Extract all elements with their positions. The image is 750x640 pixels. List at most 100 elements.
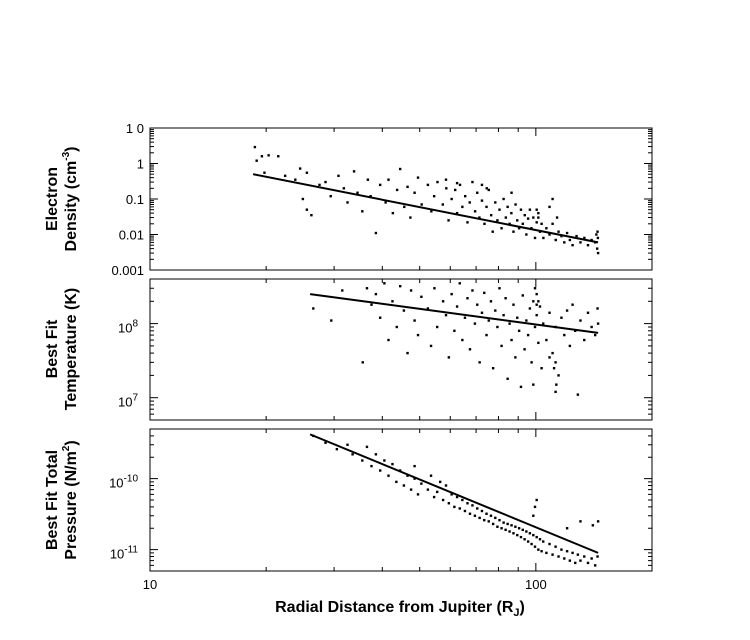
data-point <box>516 219 519 222</box>
data-point <box>517 227 521 230</box>
y-tick-label: 0.1 <box>126 192 144 207</box>
data-point <box>489 300 493 303</box>
data-point <box>537 216 540 219</box>
data-point <box>498 287 501 290</box>
fit-line <box>309 433 599 554</box>
data-point <box>526 217 530 220</box>
data-point <box>590 325 593 329</box>
data-point <box>521 294 524 297</box>
data-point <box>324 180 327 184</box>
data-point <box>398 469 402 472</box>
data-point <box>514 525 517 528</box>
data-point <box>586 311 590 314</box>
data-point <box>545 551 548 555</box>
y-tick-label: 1 0 <box>126 121 144 136</box>
data-point <box>525 530 528 533</box>
data-point <box>391 462 394 466</box>
data-point <box>305 208 309 211</box>
data-point <box>406 185 409 189</box>
data-point <box>444 178 448 181</box>
data-point <box>510 338 513 342</box>
data-point <box>504 528 507 532</box>
data-point <box>548 311 551 314</box>
data-point <box>535 313 538 317</box>
data-point <box>395 480 398 484</box>
data-point <box>533 325 537 329</box>
data-point <box>409 488 413 491</box>
axis-ticks: 1 0 1 0.1 0.01 0.001 <box>111 121 653 278</box>
fit-line-group <box>309 433 599 554</box>
data-point <box>535 535 538 539</box>
data-point <box>480 509 484 513</box>
data-point <box>310 213 313 217</box>
data-point <box>463 316 467 319</box>
y-axis-title: Best Fit Total Pressure (N/m2) <box>44 440 80 559</box>
data-point <box>532 533 535 537</box>
data-point <box>519 385 523 389</box>
data-point <box>361 210 364 213</box>
data-point <box>476 507 479 510</box>
data-point <box>532 300 535 303</box>
data-point <box>521 528 524 532</box>
data-point <box>555 383 558 386</box>
data-point <box>560 316 563 319</box>
data-point <box>516 533 519 537</box>
data-point <box>586 561 590 565</box>
data-point <box>478 361 481 364</box>
data-point <box>575 234 578 238</box>
x-tick-label: 100 <box>525 577 547 592</box>
data-point <box>489 514 493 517</box>
y-tick-label: 1 <box>137 157 144 172</box>
data-point <box>466 502 469 505</box>
data-point <box>514 203 517 206</box>
data-point <box>464 194 467 198</box>
data-point <box>432 194 436 198</box>
data-point <box>346 201 349 204</box>
data-point <box>510 524 513 527</box>
data-point <box>583 236 586 240</box>
data-point <box>545 338 548 342</box>
data-point <box>395 188 399 192</box>
data-point <box>516 316 519 319</box>
y-axis-title: Best Fit Temperature (K) <box>44 288 80 410</box>
data-point <box>591 524 595 527</box>
data-point <box>387 474 390 477</box>
data-point <box>365 445 369 449</box>
data-point <box>579 319 582 322</box>
data-point <box>476 303 479 306</box>
data-point <box>542 540 545 543</box>
data-point <box>498 208 501 211</box>
data-point <box>554 390 557 394</box>
data-point <box>590 557 593 560</box>
data-point <box>416 176 420 179</box>
data-point <box>387 338 390 342</box>
data-point <box>565 550 569 553</box>
data-point <box>540 550 543 553</box>
data-point <box>528 532 532 535</box>
data-point <box>253 145 257 149</box>
data-point <box>530 361 533 364</box>
data-point <box>523 538 526 541</box>
data-point <box>528 208 532 211</box>
data-point <box>461 498 464 502</box>
data-point <box>450 493 453 496</box>
data-point <box>395 325 398 329</box>
data-point <box>579 559 582 562</box>
data-point <box>533 505 537 509</box>
data-point <box>463 509 467 513</box>
data-point <box>429 344 433 348</box>
data-point <box>391 211 395 215</box>
data-point <box>528 307 532 310</box>
data-point <box>540 222 543 226</box>
data-point <box>563 333 566 337</box>
data-point <box>496 219 499 222</box>
data-point <box>491 367 495 370</box>
data-point <box>565 309 569 312</box>
data-point <box>517 527 521 530</box>
data-point <box>542 322 545 325</box>
plot-frame <box>149 278 653 421</box>
scatter-points <box>253 145 600 255</box>
data-point <box>548 542 551 546</box>
data-point <box>487 188 490 192</box>
data-point <box>593 333 597 337</box>
